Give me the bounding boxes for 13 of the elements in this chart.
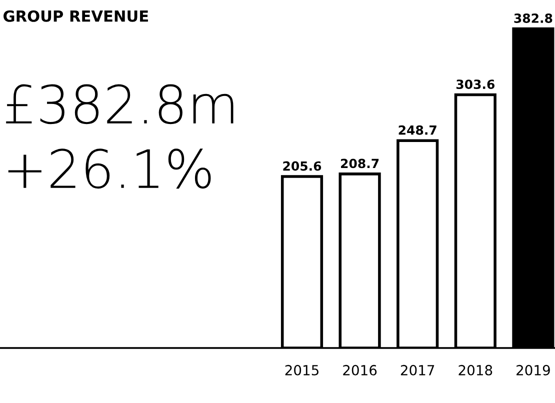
text: GROUP REVENUE [4,10,148,22]
x-tick-label: 2016 [343,364,377,376]
data-label: 208.7 [341,158,379,168]
x-tick-label: 2017 [400,364,434,376]
x-tick-label: 2015 [285,364,318,376]
x-tick-label: 2019 [516,364,550,376]
x-tick-label: 2018 [458,364,492,376]
data-label: 248.7 [398,125,436,135]
data-label: 382.8 [514,14,552,23]
text: £382.8m [6,84,234,124]
data-label: 205.6 [283,161,322,171]
data-label: 303.6 [456,80,494,90]
text: +26.1% [8,148,211,189]
